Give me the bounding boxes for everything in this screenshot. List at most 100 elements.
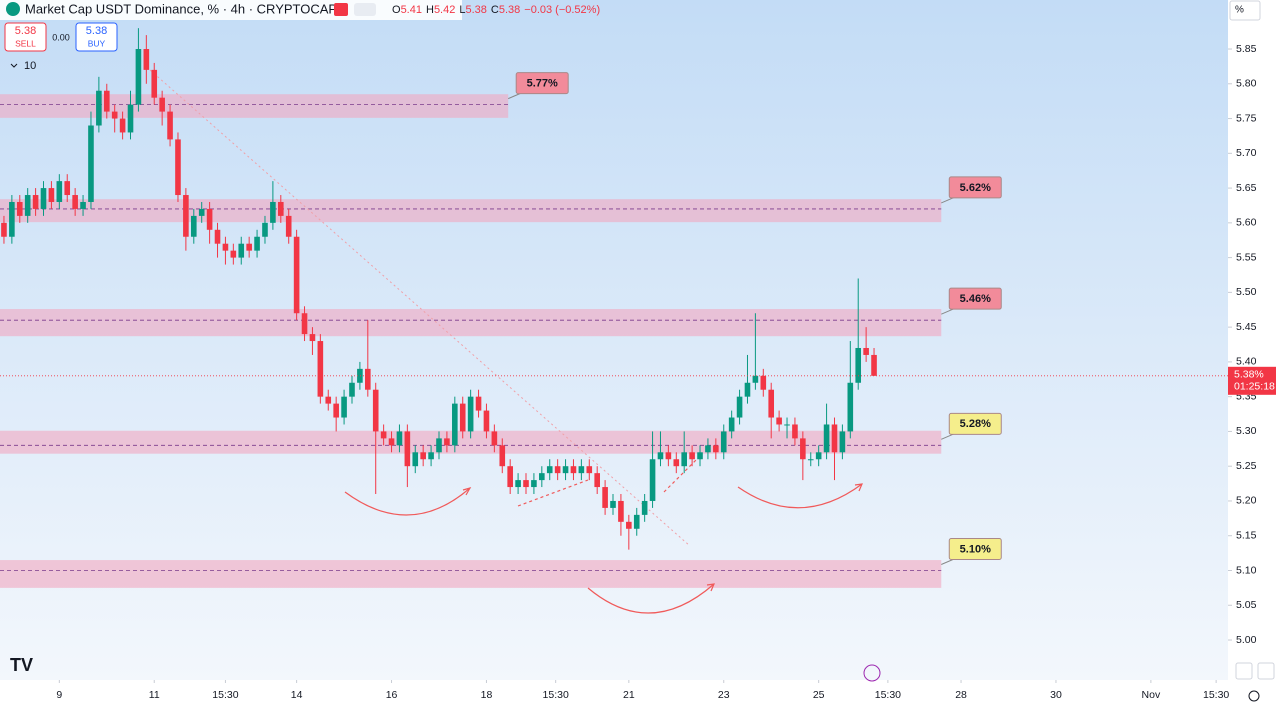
y-tick-label: 5.00: [1236, 634, 1257, 646]
x-tick-label: 15:30: [875, 689, 901, 701]
x-tick-label: 30: [1050, 689, 1062, 701]
candle-body: [206, 208, 213, 230]
candle-body: [515, 480, 521, 488]
candle-body: [325, 396, 332, 404]
candle-body: [728, 417, 735, 432]
more-button[interactable]: [354, 3, 376, 16]
time-axis-background: [0, 680, 1228, 706]
candle-body: [768, 389, 775, 418]
zone-label-box: [948, 537, 1002, 560]
buy-label: BUY: [88, 38, 106, 48]
symbol-title: Market Cap USDT Dominance, % · 4h · CRYP…: [25, 1, 337, 16]
candle-body: [388, 438, 395, 446]
x-tick-label: 15:30: [1203, 689, 1229, 701]
arrow-head: [462, 487, 472, 496]
arrow-head: [854, 483, 863, 492]
candle-body: [855, 347, 862, 383]
candle-body: [705, 445, 711, 453]
candle-body: [681, 452, 687, 467]
sell-button[interactable]: [4, 22, 47, 52]
candle-body: [570, 466, 577, 474]
dotted-arrow: [663, 457, 699, 493]
candle-body: [333, 403, 339, 418]
candle-body: [823, 424, 830, 453]
y-tick-label: 5.55: [1236, 251, 1257, 263]
candle-body: [396, 431, 403, 446]
unit-box[interactable]: [1229, 0, 1261, 21]
candle-body: [436, 438, 442, 453]
x-tick-label: 9: [56, 689, 62, 701]
auto-scale-button[interactable]: [1235, 662, 1253, 680]
dotted-arrow: [517, 479, 589, 507]
candle-body: [143, 49, 150, 70]
y-tick-label: 5.65: [1236, 182, 1257, 194]
candle-body: [357, 368, 363, 383]
axes: 5.005.055.105.155.205.255.305.355.405.45…: [0, 43, 1276, 701]
price-axis-background: [1228, 0, 1280, 706]
change: −0.03 (−0.52%): [524, 4, 600, 16]
curve-arrow: [587, 583, 715, 614]
candle-body: [309, 334, 316, 342]
candle-body: [238, 243, 245, 258]
zones: 5.77% 5.62% 5.46% 5.28% 5.10%: [0, 72, 1002, 588]
candle-body: [760, 375, 767, 390]
buy-button[interactable]: [75, 22, 118, 52]
candle-body: [16, 201, 23, 216]
candle-body: [483, 410, 490, 432]
candle-body: [602, 487, 608, 508]
candle-body: [56, 181, 63, 202]
candle-body: [277, 201, 284, 216]
x-tick-label: 21: [623, 689, 635, 701]
candle-body: [64, 181, 71, 196]
candle-body: [190, 215, 197, 237]
indicator-count: 10: [24, 60, 36, 72]
candle-body: [301, 313, 308, 335]
candle-body: [578, 466, 585, 474]
candle-body: [9, 201, 15, 237]
y-tick-label: 5.50: [1236, 286, 1257, 298]
unit: %: [1235, 5, 1244, 16]
ohlc-value: 5.41: [401, 4, 422, 16]
candle-body: [633, 514, 640, 529]
sell-price: 5.38: [15, 25, 36, 37]
y-tick-label: 5.45: [1236, 321, 1257, 333]
x-tick-label: 16: [386, 689, 398, 701]
candle-body: [372, 389, 379, 432]
ohlc-key: C: [491, 4, 499, 16]
candle-body: [420, 452, 426, 460]
settings-button[interactable]: [1248, 690, 1260, 702]
candle-body: [254, 236, 260, 251]
candle-body: [175, 139, 181, 196]
zone-label-box: [948, 412, 1002, 435]
log-scale-button[interactable]: [1257, 662, 1275, 680]
event-icon[interactable]: [863, 664, 881, 682]
spread: 0.00: [52, 32, 70, 42]
candle-body: [262, 222, 268, 237]
flag-icon[interactable]: [334, 3, 348, 16]
y-tick-label: 5.75: [1236, 112, 1257, 124]
x-tick-label: Nov: [1142, 689, 1161, 701]
zone: [0, 560, 942, 588]
x-tick-label: 25: [813, 689, 825, 701]
y-tick-label: 5.60: [1236, 217, 1257, 229]
candle-body: [523, 480, 529, 488]
candle-body: [562, 466, 569, 474]
candle-body: [285, 215, 292, 237]
collapse-icon[interactable]: [10, 63, 18, 68]
candle-body: [697, 452, 703, 460]
candle-body: [831, 424, 838, 453]
x-tick-label: 28: [955, 689, 967, 701]
ohlc-key: L: [459, 4, 465, 16]
candle-body: [40, 188, 47, 209]
candle-body: [507, 466, 513, 488]
symbol-icon: [6, 2, 20, 16]
candle-body: [198, 208, 205, 216]
candle-body: [96, 90, 102, 126]
x-tick-label: 11: [149, 689, 160, 701]
candle-body: [475, 396, 482, 411]
ohlc-value: 5.42: [434, 4, 455, 16]
candle-body: [657, 452, 664, 460]
candle-body: [839, 431, 846, 453]
candle-body: [815, 452, 822, 460]
